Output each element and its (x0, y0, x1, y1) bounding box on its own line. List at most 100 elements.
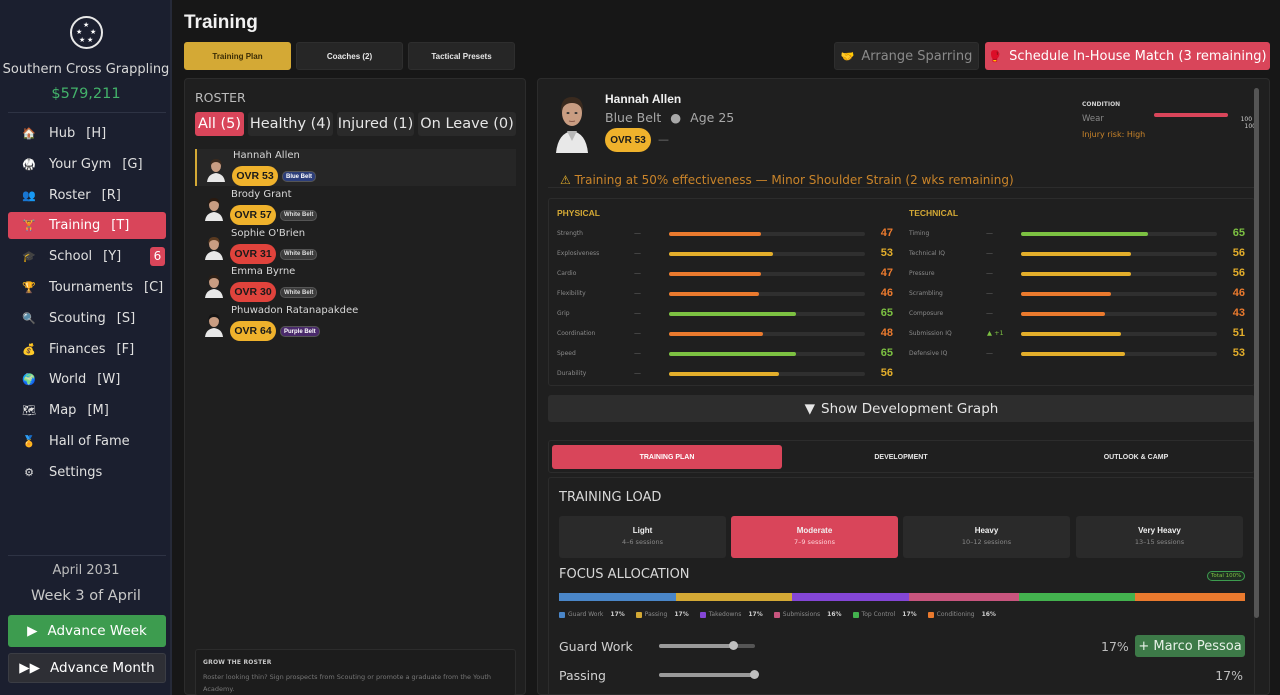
focus-slider[interactable] (659, 669, 759, 679)
legend-swatch (635, 611, 642, 618)
load-sessions: 10–12 sessions (961, 538, 1012, 546)
filter-all[interactable]: All (5) (195, 112, 244, 136)
advance-month-button[interactable]: ▶▶ Advance Month (8, 653, 166, 683)
grow-roster-text: Roster looking thin? Sign prospects from… (203, 673, 491, 693)
roster-row[interactable]: Sophie O'Brien OVR 31 White Belt (195, 227, 516, 264)
player-name: Sophie O'Brien (231, 227, 306, 239)
load-heavy-option[interactable]: Heavy 10–12 sessions (903, 516, 1070, 558)
attribute-change: — (986, 289, 993, 297)
sidebar-item-world[interactable]: 🌍 World [W] (8, 366, 166, 393)
detail-scrollbar[interactable] (1254, 88, 1259, 618)
advance-week-button[interactable]: ▶ Advance Week (8, 615, 166, 647)
sidebar-item-settings[interactable]: ⚙ Settings (8, 459, 166, 486)
schedule-match-button[interactable]: 🥊 Schedule In-House Match (3 remaining) (985, 42, 1270, 70)
sidebar-item-scouting[interactable]: 🔍 Scouting [S] (8, 305, 166, 332)
sidebar-item-roster[interactable]: 👥 Roster [R] (8, 182, 166, 209)
filter-on-leave[interactable]: On Leave (0) (418, 112, 516, 136)
arrange-sparring-label: Arrange Sparring (861, 48, 973, 64)
player-name: Brody Grant (231, 188, 292, 200)
sidebar-item-map[interactable]: 🗺 Map [M] (8, 397, 166, 424)
sidebar-item-school[interactable]: 🎓 School [Y] 6 (8, 243, 166, 270)
roster-row[interactable]: Phuwadon Ratanapakdee OVR 64 Purple Belt (195, 304, 516, 342)
legend-item: Guard Work 17% (559, 611, 625, 618)
attribute-bar-fill (1021, 332, 1121, 336)
roster-row[interactable]: Hannah Allen OVR 53 Blue Belt (195, 149, 516, 186)
trend-up-indicator: ▲ +1 (987, 329, 1004, 337)
attribute-row: Flexibility — 46 (557, 285, 897, 305)
player-name: Hannah Allen (233, 150, 300, 161)
detail-sub-tabs: TRAINING PLAN DEVELOPMENT OUTLOOK & CAMP (548, 440, 1255, 473)
legend-label: Passing (644, 611, 668, 618)
sidebar-item-hub[interactable]: 🏠 Hub [H] (8, 120, 166, 147)
legend-percent: 16% (827, 611, 842, 618)
legend-percent: 16% (981, 611, 996, 618)
load-name: Moderate (796, 526, 833, 535)
attribute-bar-fill (669, 292, 760, 296)
money-bag-icon: 💰 (22, 342, 36, 356)
roster-row[interactable]: Brody Grant OVR 57 White Belt (195, 188, 516, 225)
page-title: Training (184, 12, 258, 33)
focus-slider[interactable] (659, 641, 755, 650)
sidebar-item-your-gym[interactable]: 🥋 Your Gym [G] (8, 151, 166, 178)
attribute-value: 51 (1232, 327, 1245, 339)
injury-warning-text: Training at 50% effectiveness — Minor Sh… (574, 173, 1014, 187)
player-age: Age 25 (690, 110, 735, 125)
attribute-change: — (634, 229, 641, 237)
roster-title: ROSTER (195, 90, 246, 105)
attribute-change: — (986, 229, 993, 237)
physical-attributes: PHYSICAL Strength — 47 Explosiveness — 53 Card… (557, 208, 897, 385)
attribute-bar-fill (669, 372, 779, 376)
tab-training-plan[interactable]: Training Plan (184, 42, 291, 70)
sidebar-item-label: Hub (49, 126, 76, 141)
attribute-bar-fill (1021, 352, 1125, 356)
ovr-badge: OVR 64 (230, 321, 276, 342)
attribute-value: 48 (880, 327, 893, 339)
house-icon: 🏠 (22, 127, 36, 140)
attribute-value: 56 (880, 367, 893, 379)
attribute-bar-fill (669, 272, 762, 276)
tab-coaches[interactable]: Coaches (2) (296, 42, 403, 70)
player-belt-age: Blue Belt ● Age 25 (605, 110, 734, 125)
sidebar-nav: 🏠 Hub [H] 🥋 Your Gym [G] 👥 Roster [R] 🏋 Training [T… (8, 120, 166, 490)
filter-injured[interactable]: Injured (1) (337, 112, 414, 136)
legend-swatch (927, 611, 934, 618)
gym-logo-icon: ★ ★ ★ ★ ★ (70, 16, 103, 49)
load-very-heavy-option[interactable]: Very Heavy 13–15 sessions (1076, 516, 1243, 558)
slider-knob[interactable] (728, 641, 738, 650)
sidebar-item-finances[interactable]: 💰 Finances [F] (8, 336, 166, 363)
roster-row[interactable]: Emma Byrne OVR 30 White Belt (195, 265, 516, 303)
assign-coach-button[interactable]: + Marco Pessoa (1135, 635, 1245, 657)
tab-tactical-presets[interactable]: Tactical Presets (408, 42, 515, 70)
filter-healthy[interactable]: Healthy (4) (248, 112, 333, 136)
grow-roster-title: GROW THE ROSTER (203, 659, 272, 666)
subtab-development[interactable]: DEVELOPMENT (874, 453, 928, 461)
load-name: Very Heavy (1138, 526, 1181, 535)
allocation-segment (1018, 593, 1136, 601)
gym-money: $579,211 (51, 86, 121, 102)
subtab-training-plan[interactable]: TRAINING PLAN (552, 445, 782, 469)
ovr-badge: OVR 53 (232, 166, 278, 186)
arrange-sparring-button[interactable]: 🤝 Arrange Sparring (834, 42, 979, 70)
slider-knob[interactable] (750, 669, 759, 679)
attribute-bar-fill (669, 232, 762, 236)
sidebar-item-label: Map (49, 403, 77, 419)
trophy-icon: 🏋 (22, 219, 36, 233)
attribute-row: Composure — 43 (909, 305, 1249, 325)
subtab-outlook-camp[interactable]: OUTLOOK & CAMP (1103, 453, 1169, 461)
load-light-option[interactable]: Light 4–6 sessions (559, 516, 726, 558)
training-load-title: TRAINING LOAD (559, 490, 662, 505)
sidebar-item-label: Your Gym (49, 156, 112, 172)
belt-badge: Purple Belt (280, 326, 320, 338)
attribute-bar-fill (669, 312, 797, 316)
sidebar-item-training[interactable]: 🏋 Training [T] (8, 212, 166, 240)
load-moderate-option[interactable]: Moderate 7–9 sessions (731, 516, 898, 558)
show-development-graph-button[interactable]: ▼ Show Development Graph (548, 395, 1255, 422)
sidebar-item-label: Tournaments (49, 279, 134, 295)
sidebar-item-hall-of-fame[interactable]: 🏅 Hall of Fame (8, 428, 166, 455)
sidebar-item-tournaments[interactable]: 🏆 Tournaments [C] (8, 274, 166, 301)
slider-fill (659, 644, 734, 648)
attribute-value: 47 (880, 227, 893, 239)
gym-name: Southern Cross Grappling (2, 62, 170, 77)
load-sessions: 4–6 sessions (621, 538, 664, 546)
belt-badge: White Belt (280, 209, 318, 221)
